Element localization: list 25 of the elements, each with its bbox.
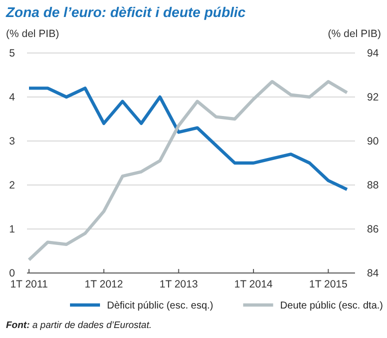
y2-tick-label: 90 bbox=[367, 135, 379, 148]
y-tick-label: 1 bbox=[9, 223, 16, 236]
y-tick-label: 3 bbox=[9, 135, 16, 148]
x-tick-label: 1T 2011 bbox=[10, 278, 48, 290]
y-tick-label: 4 bbox=[9, 91, 16, 104]
text: Font: a partir de dades d’Eurostat. bbox=[6, 320, 152, 331]
y2-tick-label: 86 bbox=[367, 223, 379, 236]
x-tick-label: 1T 2012 bbox=[84, 278, 124, 290]
legend-label: Deute públic (esc. dta.) bbox=[280, 300, 383, 312]
x-tick-label: 1T 2013 bbox=[159, 278, 198, 290]
y-tick-label: 0 bbox=[9, 267, 16, 280]
y-tick-label: 2 bbox=[9, 179, 16, 192]
y-tick-label: 5 bbox=[9, 47, 16, 60]
y2-tick-label: 88 bbox=[367, 179, 379, 192]
legend-label: Dèficit públic (esc. esq.) bbox=[107, 300, 214, 312]
y2-tick-label: 92 bbox=[367, 91, 379, 104]
y-axis-title: (% del PIB) bbox=[6, 28, 60, 40]
line-series bbox=[27, 80, 349, 262]
chart-title: Zona de l’euro: dèficit i deute públic bbox=[5, 4, 246, 20]
y2-axis-title: (% del PIB) bbox=[328, 28, 381, 40]
line-series bbox=[27, 86, 349, 191]
y2-tick-label: 84 bbox=[367, 267, 379, 280]
x-tick-label: 1T 2014 bbox=[234, 278, 273, 290]
y2-tick-label: 94 bbox=[367, 47, 379, 60]
x-tick-label: 1T 2015 bbox=[309, 278, 348, 290]
